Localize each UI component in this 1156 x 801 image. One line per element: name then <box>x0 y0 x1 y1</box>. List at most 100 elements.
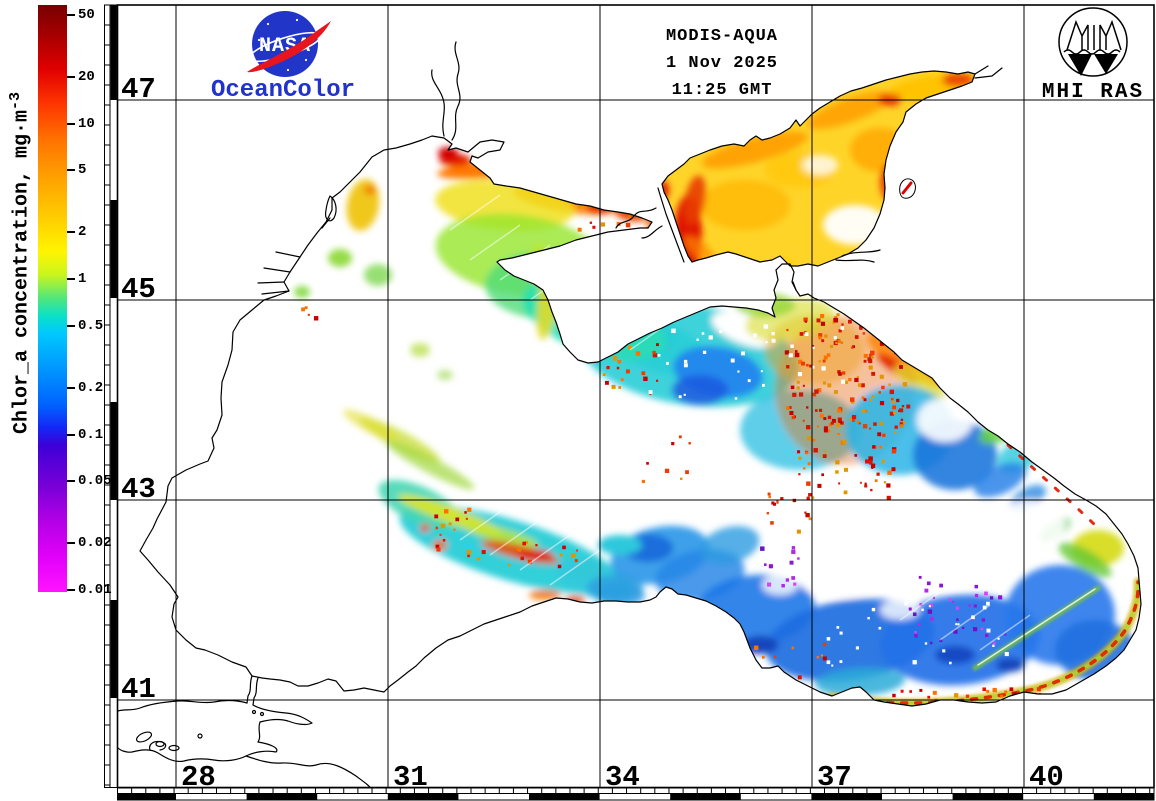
speckle-pixel <box>894 425 898 429</box>
speckle-pixel <box>877 432 882 437</box>
speckle-pixel <box>822 454 827 458</box>
speckle-pixel <box>926 581 931 586</box>
speckle-pixel <box>981 618 986 622</box>
scanline <box>659 274 711 311</box>
speckle-pixel <box>856 313 861 318</box>
speckle-pixel <box>612 336 617 341</box>
colorbar-tick-mark <box>67 386 75 389</box>
speckle-pixel <box>855 646 859 650</box>
lagoon-feature <box>899 178 916 199</box>
speckle-pixel <box>776 501 779 504</box>
speckle-pixel <box>307 313 310 316</box>
speckle-pixel <box>870 463 876 469</box>
speckle-pixel <box>887 337 890 341</box>
colorbar-tick-mark <box>67 278 75 281</box>
speckle-pixel <box>955 606 960 610</box>
colorbar-tick-label: 2 <box>78 224 87 241</box>
speckle-pixel <box>838 329 842 333</box>
speckle-pixel <box>796 529 801 534</box>
speckle-pixel <box>809 364 813 368</box>
speckle-pixel <box>980 627 984 631</box>
speckle-pixel <box>968 604 971 607</box>
speckle-pixel <box>891 449 897 454</box>
marmara-coast <box>117 675 373 791</box>
speckle-pixel <box>822 359 826 363</box>
speckle-pixel <box>879 445 882 449</box>
speckle-pixel <box>821 473 825 477</box>
speckle-pixel <box>837 408 842 413</box>
speckle-pixel <box>850 397 855 402</box>
speckle-pixel <box>683 393 686 396</box>
colorbar-tick-label: 0.1 <box>78 426 104 443</box>
product-header: MODIS-AQUA 1 Nov 2025 11:25 GMT <box>666 27 777 100</box>
speckle-pixel <box>929 603 934 608</box>
speckle-pixel <box>797 675 802 680</box>
speckle-pixel <box>953 629 958 634</box>
speckle-pixel <box>948 598 952 601</box>
scanline <box>449 194 501 231</box>
ruler-segment <box>529 794 600 800</box>
speckle-pixel <box>890 312 894 315</box>
speckle-pixel <box>467 554 470 558</box>
speckle-pixel <box>605 380 609 385</box>
speckle-pixel <box>817 483 822 488</box>
speckle-pixel <box>747 379 751 383</box>
mhi-ras-logo: MHI RAS <box>1042 7 1142 104</box>
speckle-pixel <box>791 416 795 420</box>
speckle-pixel <box>908 351 911 354</box>
colorbar-tick-mark <box>67 14 75 16</box>
speckle-pixel <box>802 384 805 387</box>
speckle-pixel <box>784 350 790 355</box>
speckle-pixel <box>455 517 460 522</box>
colorbar-gradient <box>38 5 67 592</box>
speckle-pixel <box>917 623 921 626</box>
speckle-pixel <box>951 600 955 603</box>
speckle-pixel <box>910 360 914 365</box>
speckle-pixel <box>790 344 794 348</box>
speckle-pixel <box>611 384 616 389</box>
speckle-pixel <box>798 456 802 460</box>
latitude-labels: 47 45 43 41 <box>121 73 156 706</box>
speckle-pixel <box>813 448 818 453</box>
speckle-pixel <box>593 202 598 206</box>
speckle-pixel <box>893 431 897 434</box>
speckle-pixel <box>635 351 641 356</box>
colorbar-title: Chlor_a concentration, mg·m-3 <box>7 0 37 533</box>
speckle-pixel <box>801 361 805 366</box>
speckle-pixel <box>612 356 618 361</box>
speckle-pixel <box>838 372 842 376</box>
speckle-pixel <box>888 187 892 192</box>
speckle-pixel <box>773 655 777 659</box>
speckle-pixel <box>760 370 763 373</box>
speckle-pixel <box>520 556 524 561</box>
speckle-pixel <box>616 221 621 226</box>
colorbar-tick-label: 0.01 <box>78 582 112 598</box>
speckle-pixel <box>839 660 843 664</box>
ruler-segment <box>1093 794 1154 800</box>
speckle-pixel <box>973 604 977 608</box>
speckle-pixel <box>898 334 903 339</box>
speckle-pixel <box>833 336 837 340</box>
speckle-pixel <box>854 377 859 383</box>
colorbar-title-text: Chlor_a concentration, mg·m <box>10 109 34 435</box>
speckle-pixel <box>768 495 771 499</box>
speckle-pixel <box>708 670 712 674</box>
speckle-pixel <box>701 332 705 335</box>
speckle-pixel <box>788 353 793 358</box>
speckle-pixel <box>481 550 486 555</box>
speckle-pixel <box>912 660 917 665</box>
speckle-pixel <box>899 424 904 428</box>
map-frame <box>116 4 1155 789</box>
speckle-pixel <box>823 428 828 433</box>
speckle-pixel <box>643 201 647 204</box>
speckle-pixel <box>765 341 768 344</box>
mhi-logo-sails <box>1068 54 1118 76</box>
colorbar-tick-mark <box>67 169 75 172</box>
speckle-pixel <box>939 639 943 643</box>
ruler-segment <box>246 794 318 800</box>
longitude-label: 31 <box>393 761 428 794</box>
speckle-pixel <box>918 575 922 579</box>
speckle-pixel <box>793 582 797 586</box>
speckle-pixel <box>903 331 908 336</box>
speckle-pixel <box>878 391 881 394</box>
